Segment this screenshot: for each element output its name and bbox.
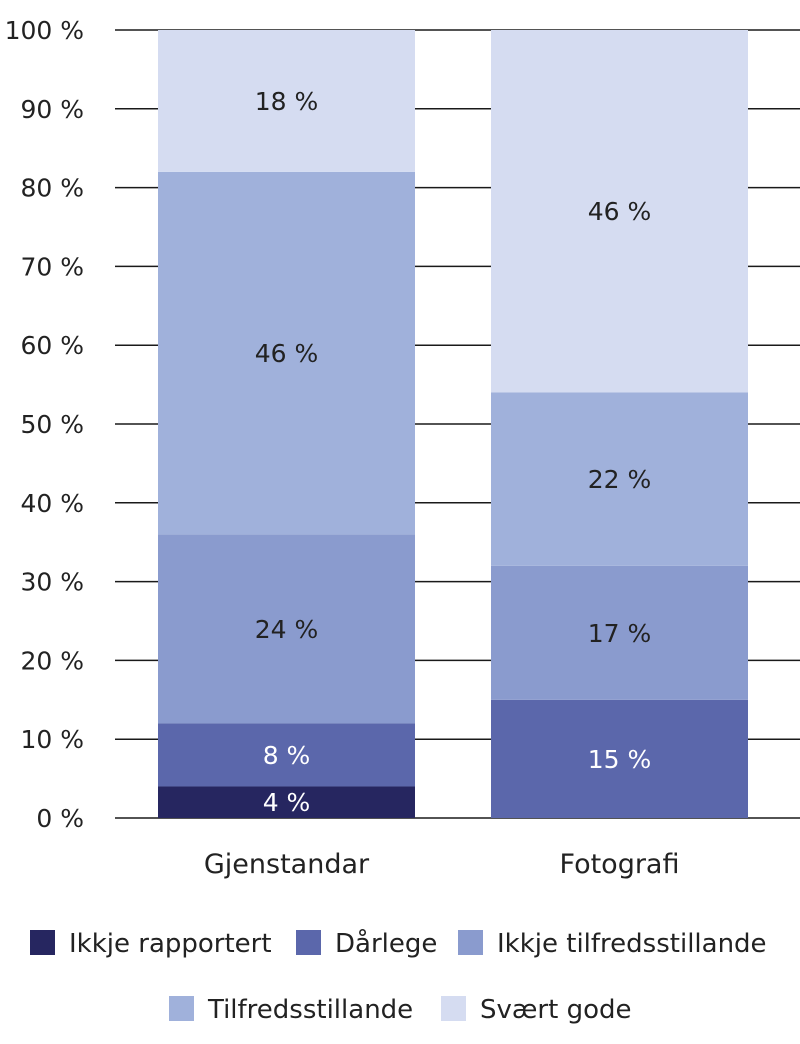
y-tick-label: 30 % [20,568,84,597]
y-axis-tick-labels: 0 % 10 % 20 % 30 % 40 % 50 % 60 % 70 % 80 % 90 % 1… [5,16,84,833]
y-tick-label: 60 % [20,331,84,360]
data-label: 8 % [263,741,311,770]
bar-segment [491,565,748,700]
category-label: Fotografi [560,849,680,880]
y-tick-label: 90 % [20,95,84,124]
data-label: 17 % [588,619,652,648]
legend-label: Ikkje rapportert [69,929,272,959]
y-tick-label: 0 % [36,804,84,833]
category-labels: Gjenstandar Fotografi [204,849,680,880]
y-tick-label: 10 % [20,725,84,754]
y-tick-label: 40 % [20,489,84,518]
y-tick-label: 50 % [20,410,84,439]
legend-label: Svært gode [480,995,631,1025]
legend-label: Ikkje tilfredsstillande [497,929,767,959]
legend-swatch [458,930,483,955]
legend-label: Tilfredsstillande [207,995,413,1025]
bar-segment [158,723,415,787]
data-label: 46 % [255,339,319,368]
bar-segment [491,699,748,818]
data-label: 24 % [255,615,319,644]
legend-swatch [441,996,466,1021]
legend-swatch [296,930,321,955]
bar-segment [491,30,748,393]
legend-label: Dårlege [335,928,437,959]
y-tick-label: 100 % [5,16,84,45]
data-labels: 4 % 8 % 24 % 46 % 18 % 15 % 17 % 22 % 46 % [255,87,652,817]
bar-segment [158,30,415,172]
data-label: 18 % [255,87,319,116]
bar-segment [158,786,415,818]
data-label: 15 % [588,745,652,774]
bar-segment [158,171,415,535]
legend-swatch [30,930,55,955]
y-tick-label: 20 % [20,646,84,675]
legend: Ikkje rapportert Dårlege Ikkje tilfredssti… [30,928,767,1025]
category-label: Gjenstandar [204,849,370,880]
data-label: 22 % [588,465,652,494]
y-tick-label: 70 % [20,252,84,281]
data-label: 46 % [588,197,652,226]
data-label: 4 % [263,788,311,817]
bars [158,30,748,818]
legend-swatch [169,996,194,1021]
bar-segment [491,392,748,566]
y-tick-label: 80 % [20,174,84,203]
bar-segment [158,534,415,724]
